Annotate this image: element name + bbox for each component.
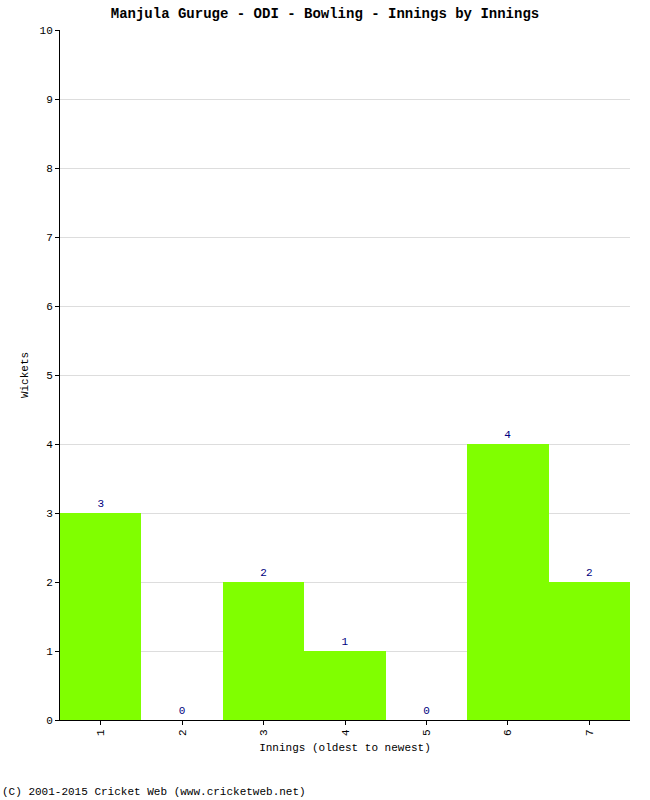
- svg-text:4: 4: [504, 429, 511, 441]
- svg-text:1: 1: [95, 729, 107, 736]
- svg-text:8: 8: [46, 163, 53, 175]
- svg-text:7: 7: [46, 232, 53, 244]
- svg-text:4: 4: [340, 729, 352, 736]
- svg-text:Wickets: Wickets: [19, 352, 31, 398]
- svg-text:5: 5: [421, 729, 433, 736]
- svg-text:1: 1: [342, 636, 349, 648]
- svg-text:2: 2: [46, 577, 53, 589]
- svg-text:6: 6: [46, 301, 53, 313]
- svg-text:0: 0: [179, 705, 186, 717]
- svg-text:1: 1: [46, 646, 53, 658]
- svg-text:3: 3: [97, 498, 104, 510]
- svg-text:2: 2: [177, 729, 189, 736]
- svg-text:2: 2: [260, 567, 267, 579]
- svg-text:0: 0: [46, 715, 53, 727]
- svg-text:9: 9: [46, 94, 53, 106]
- svg-text:Manjula Guruge - ODI - Bowling: Manjula Guruge - ODI - Bowling - Innings…: [111, 6, 539, 22]
- svg-text:4: 4: [46, 439, 53, 451]
- svg-text:3: 3: [258, 729, 270, 736]
- svg-text:2: 2: [586, 567, 593, 579]
- svg-text:3: 3: [46, 508, 53, 520]
- svg-text:0: 0: [423, 705, 430, 717]
- svg-text:6: 6: [502, 729, 514, 736]
- svg-text:Innings (oldest to newest): Innings (oldest to newest): [259, 742, 431, 754]
- svg-text:7: 7: [584, 729, 596, 736]
- svg-text:5: 5: [46, 370, 53, 382]
- svg-text:10: 10: [40, 25, 53, 37]
- svg-text:(C) 2001-2015 Cricket Web (www: (C) 2001-2015 Cricket Web (www.cricketwe…: [2, 786, 306, 798]
